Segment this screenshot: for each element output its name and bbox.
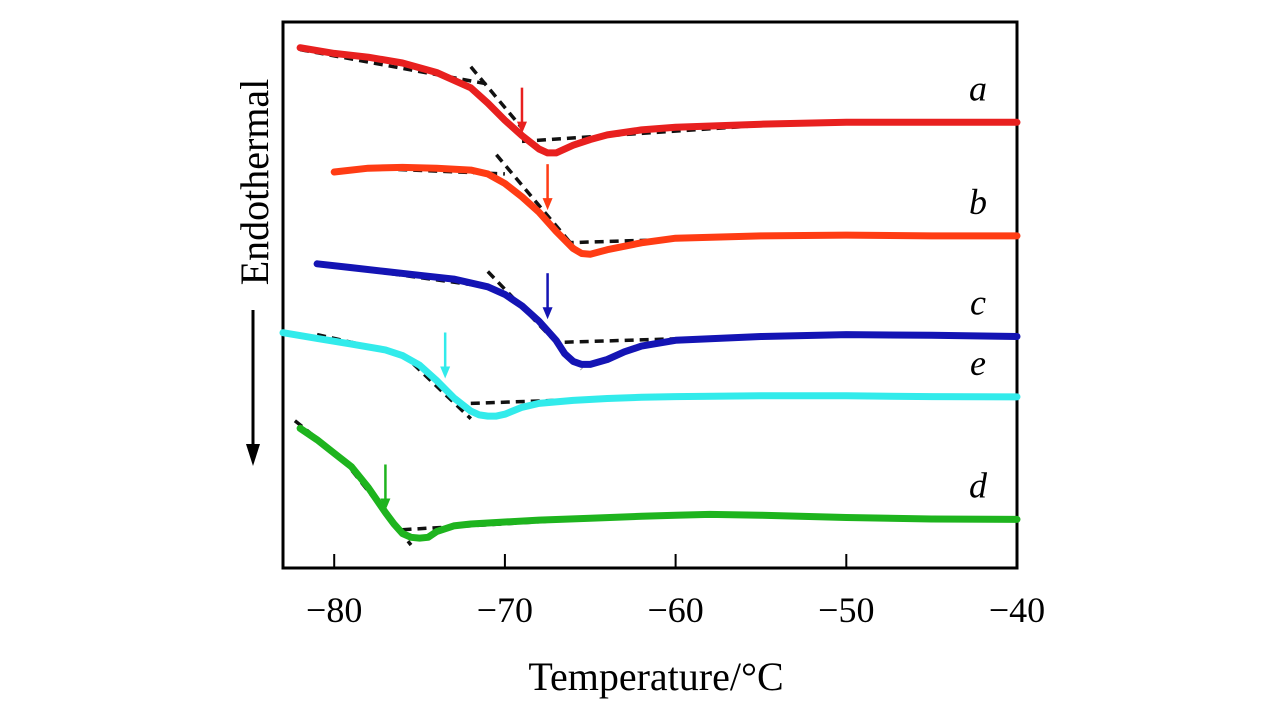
transition-arrows [380,87,553,511]
x-tick-label: −60 [647,590,703,630]
series-line-e [279,329,1021,420]
series-line-a [296,44,1021,157]
tangent-line-a [469,65,524,130]
series-label-d: d [969,465,988,505]
series-label-e: e [970,343,986,383]
y-axis-label: Endothermal [232,79,277,286]
series-line-c [313,260,1021,368]
x-tick-label: −40 [989,590,1045,630]
transition-arrow-a [516,87,527,134]
x-tick-label: −70 [477,590,533,630]
transition-arrow-b [542,164,553,211]
transition-arrow-e [440,332,451,379]
x-axis-ticks: −80 −70 −60 −50 −40 [306,554,1045,630]
series-label-b: b [969,182,987,222]
endothermal-direction-arrow [246,310,260,466]
series-label-c: c [970,282,986,322]
plot-frame [281,20,1019,570]
series-line-d [296,424,1021,542]
x-tick-label: −50 [818,590,874,630]
series-label-a: a [969,68,987,108]
series-labels: a b ce d [969,68,988,505]
series-lines [279,44,1021,542]
transition-arrow-d [380,464,391,511]
series-line-b [330,163,1021,258]
x-axis-label: Temperature/°C [528,654,783,699]
transition-arrow-c [542,273,553,320]
x-tick-label: −80 [306,590,362,630]
